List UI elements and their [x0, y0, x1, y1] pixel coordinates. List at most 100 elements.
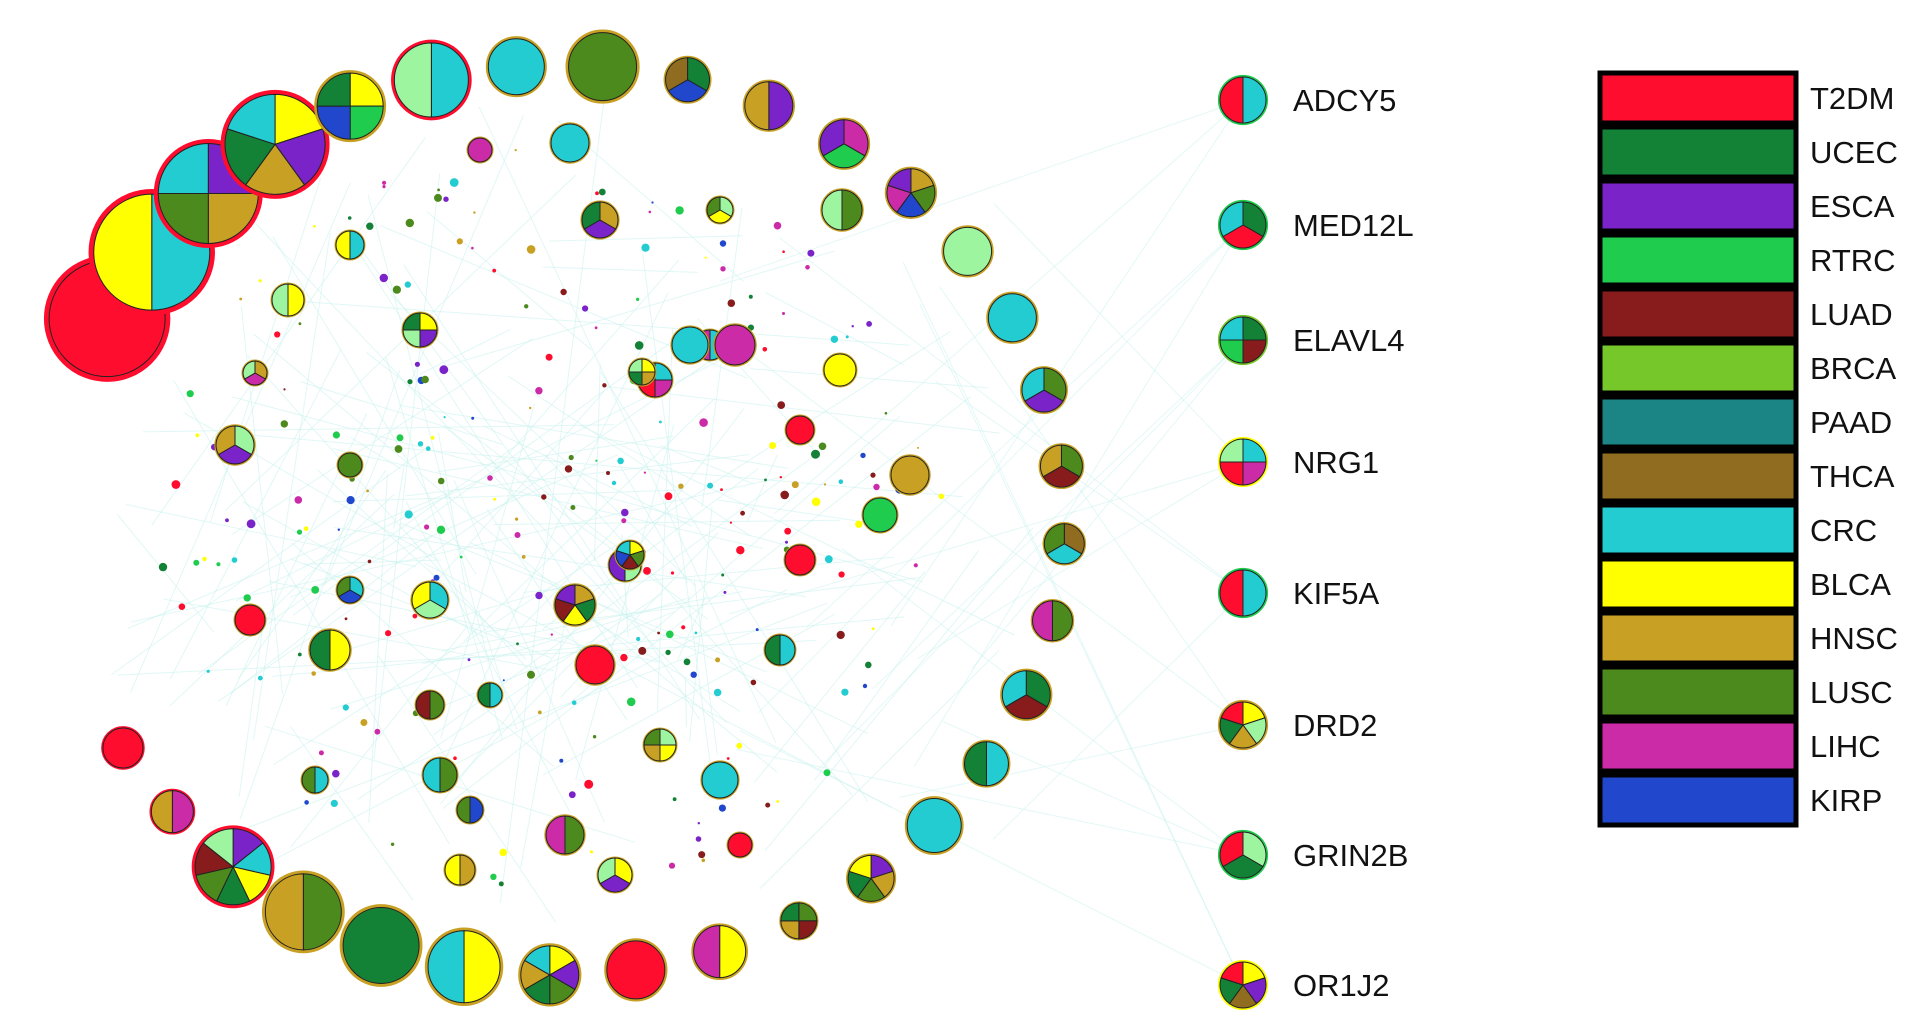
- small-node: [436, 525, 446, 534]
- legend-label-ucec: UCEC: [1810, 135, 1898, 170]
- inner-node: [822, 352, 858, 388]
- small-node: [824, 555, 833, 564]
- small-node: [473, 211, 476, 214]
- small-node: [535, 591, 543, 600]
- small-node: [516, 642, 519, 646]
- inner-node: [466, 136, 494, 164]
- small-node: [755, 628, 759, 632]
- small-node: [541, 494, 547, 500]
- small-node: [443, 196, 449, 202]
- small-node: [374, 728, 381, 735]
- outer-node: [518, 943, 582, 1007]
- inner-node: [553, 583, 597, 627]
- gene-node-med12l: [1217, 199, 1269, 251]
- gene-label-drd2: DRD2: [1293, 708, 1377, 743]
- small-node: [681, 625, 686, 630]
- small-node: [206, 669, 210, 673]
- small-node: [407, 379, 413, 385]
- gene-label-adcy5: ADCY5: [1293, 83, 1396, 118]
- legend-swatch-esca: [1597, 178, 1799, 234]
- small-node: [636, 297, 640, 301]
- small-node: [499, 848, 508, 857]
- small-node: [560, 288, 567, 296]
- small-node: [678, 483, 684, 489]
- small-node: [626, 697, 636, 707]
- outer-node: [220, 89, 330, 199]
- legend-label-paad: PAAD: [1810, 405, 1892, 440]
- small-node: [838, 571, 845, 578]
- small-node: [421, 375, 429, 384]
- small-node: [537, 710, 542, 715]
- small-node: [193, 559, 200, 566]
- legend-swatch-ucec: [1597, 124, 1799, 180]
- small-node: [836, 630, 845, 640]
- network-nodes: [43, 29, 1087, 1007]
- small-node: [782, 250, 785, 253]
- small-node: [636, 636, 641, 642]
- small-node: [769, 442, 777, 449]
- small-node: [698, 851, 706, 859]
- small-node: [672, 797, 677, 802]
- small-node: [884, 411, 888, 415]
- small-node: [938, 493, 945, 500]
- small-node: [841, 688, 849, 696]
- gene-node-elavl4: [1217, 314, 1269, 366]
- small-node: [807, 249, 815, 257]
- inner-node: [241, 359, 269, 387]
- small-node: [453, 756, 457, 760]
- small-node: [870, 472, 876, 478]
- small-node: [439, 365, 449, 375]
- small-node: [704, 256, 707, 259]
- small-node: [490, 873, 497, 880]
- small-node: [449, 178, 459, 187]
- small-node: [550, 633, 553, 636]
- small-node: [818, 442, 827, 451]
- small-node: [602, 383, 607, 388]
- highlighted-gene-list: ADCY5 MED12L ELAVL4 NRG1 KIF5A DRD2 GRIN2B OR1J…: [1217, 74, 1414, 1011]
- small-node: [360, 719, 368, 726]
- small-node: [385, 630, 392, 637]
- small-node: [865, 661, 872, 669]
- gene-node-adcy5: [1217, 74, 1269, 126]
- small-node: [304, 800, 309, 805]
- inner-node: [726, 831, 754, 859]
- small-node: [736, 742, 743, 749]
- small-node: [643, 471, 647, 474]
- small-node: [664, 492, 673, 501]
- small-node: [296, 529, 303, 535]
- legend-label-crc: CRC: [1810, 513, 1877, 548]
- legend-swatch-rtrc: [1597, 232, 1799, 288]
- small-node: [785, 540, 788, 544]
- small-node: [311, 586, 320, 594]
- small-node: [344, 617, 348, 621]
- small-node: [765, 802, 771, 808]
- small-node: [298, 322, 302, 326]
- legend-label-brca: BRCA: [1810, 351, 1896, 386]
- small-node: [434, 193, 442, 202]
- small-node: [584, 779, 594, 789]
- gene-label-or1j2: OR1J2: [1293, 968, 1389, 1003]
- small-node: [258, 279, 262, 283]
- small-node: [582, 305, 589, 312]
- legend-swatch-blca: [1597, 556, 1799, 612]
- legend-label-luad: LUAD: [1810, 297, 1893, 332]
- inner-node: [642, 727, 678, 763]
- small-node: [456, 238, 463, 245]
- gene-label-kif5a: KIF5A: [1293, 576, 1379, 611]
- small-node: [729, 521, 733, 524]
- small-node: [535, 387, 543, 395]
- inner-node: [334, 229, 366, 261]
- small-node: [382, 180, 387, 185]
- small-node: [589, 850, 594, 854]
- inner-node: [401, 311, 439, 349]
- small-node: [568, 791, 576, 799]
- outer-node: [424, 927, 504, 1006]
- small-node: [762, 347, 768, 352]
- small-node: [471, 416, 475, 420]
- outer-node: [846, 853, 897, 904]
- inner-node: [335, 575, 365, 605]
- outer-node: [339, 904, 423, 987]
- small-node: [515, 517, 519, 521]
- small-node: [866, 321, 872, 327]
